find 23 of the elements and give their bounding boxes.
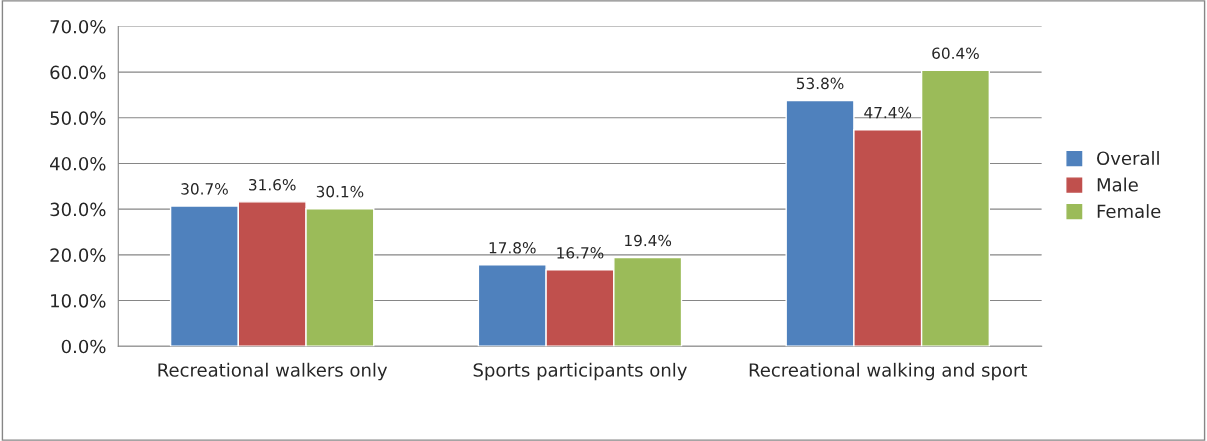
y-tick-label: 0.0% bbox=[61, 339, 106, 354]
data-label: 19.4% bbox=[625, 234, 672, 247]
data-label: 30.1% bbox=[316, 185, 364, 198]
data-label: 53.8% bbox=[796, 77, 844, 90]
x-tick-label: Recreational walkers only bbox=[158, 362, 388, 381]
y-tick-label: 30.0% bbox=[50, 202, 106, 217]
data-label: 30.7% bbox=[181, 183, 228, 195]
x-tick-label: Sports participants only bbox=[473, 362, 687, 381]
y-tick-label: 70.0% bbox=[50, 19, 106, 34]
legend-label: Female bbox=[1097, 204, 1161, 219]
legend-label: Male bbox=[1097, 177, 1138, 192]
data-label: 47.4% bbox=[864, 106, 912, 119]
y-tick-label: 10.0% bbox=[51, 293, 106, 308]
data-label: 16.7% bbox=[557, 247, 604, 259]
data-label: 17.8% bbox=[489, 242, 536, 254]
data-label: 31.6% bbox=[249, 179, 296, 191]
legend-label: Overall bbox=[1097, 151, 1159, 166]
y-tick-label: 20.0% bbox=[50, 248, 106, 262]
data-label: 60.4% bbox=[932, 47, 979, 60]
y-tick-label: 40.0% bbox=[50, 156, 106, 171]
y-tick-label: 60.0% bbox=[50, 65, 106, 80]
y-tick-label: 50.0% bbox=[50, 111, 106, 125]
x-tick-label: Recreational walking and sport bbox=[749, 362, 1028, 381]
